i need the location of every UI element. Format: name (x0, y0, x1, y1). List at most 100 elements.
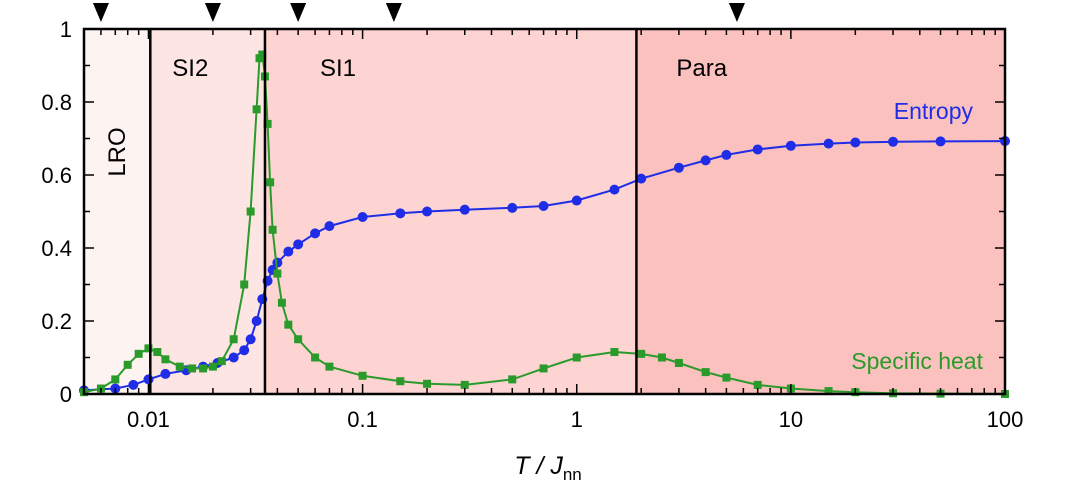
x-tick-label: 1 (571, 407, 583, 432)
entropy-point (395, 208, 406, 219)
entropy-point (272, 257, 283, 268)
entropy-point (538, 201, 549, 212)
entropy-point (888, 136, 899, 147)
y-tick-label: 0.2 (41, 309, 72, 334)
specific-heat-point (263, 119, 272, 128)
entropy-point (459, 204, 470, 215)
specific-heat-point (188, 364, 197, 373)
legend-specific-heat: Specific heat (851, 348, 983, 374)
specific-heat-point (722, 373, 731, 382)
entropy-point (673, 162, 684, 173)
specific-heat-point (266, 178, 275, 187)
x-axis-title: T / Jnn (514, 452, 582, 484)
specific-heat-point (284, 320, 293, 329)
y-tick-label: 0.4 (41, 236, 72, 261)
phase-band-lro (84, 29, 151, 394)
entropy-point (823, 138, 834, 149)
entropy-point (636, 173, 647, 184)
specific-heat-point (144, 344, 153, 353)
specific-heat-point (674, 358, 683, 367)
y-tick-label: 0.6 (41, 163, 72, 188)
specific-heat-point (175, 362, 184, 371)
specific-heat-point (701, 368, 710, 377)
specific-heat-point (277, 298, 286, 307)
top-marker-triangle (290, 3, 307, 22)
x-tick-label: 0.01 (127, 407, 170, 432)
entropy-point (324, 221, 335, 232)
specific-heat-point (199, 364, 208, 373)
specific-heat-point (637, 349, 646, 358)
specific-heat-point (273, 269, 282, 278)
entropy-point (357, 211, 368, 222)
specific-heat-point (358, 371, 367, 380)
entropy-point (293, 239, 304, 250)
entropy-point (721, 149, 732, 160)
entropy-point (935, 136, 946, 147)
x-tick-label: 0.1 (347, 407, 378, 432)
specific-heat-point (153, 348, 162, 357)
specific-heat-point (423, 379, 432, 388)
specific-heat-point (610, 348, 619, 357)
specific-heat-point (572, 353, 581, 362)
entropy-point (609, 184, 620, 195)
phase-band-si1 (264, 29, 637, 394)
legend-entropy: Entropy (894, 98, 974, 124)
specific-heat-point (208, 362, 217, 371)
y-tick-label: 0 (60, 382, 72, 407)
specific-heat-point (508, 375, 517, 384)
specific-heat-point (325, 362, 334, 371)
specific-heat-point (539, 364, 548, 373)
entropy-point (507, 202, 518, 213)
y-tick-label: 1 (60, 17, 72, 42)
specific-heat-point (460, 380, 469, 389)
entropy-point (160, 368, 171, 379)
top-marker-triangle (204, 3, 221, 22)
specific-heat-point (396, 377, 405, 386)
x-tick-label: 100 (987, 407, 1024, 432)
specific-heat-point (111, 375, 120, 384)
specific-heat-point (258, 50, 267, 59)
top-marker-triangle (385, 3, 402, 22)
y-tick-label: 0.8 (41, 90, 72, 115)
phase-label-para: Para (676, 55, 727, 82)
phase-label-si2: SI2 (172, 55, 208, 82)
specific-heat-point (240, 280, 249, 289)
specific-heat-point (134, 349, 143, 358)
phase-band-si2 (150, 29, 265, 394)
entropy-point (143, 374, 154, 385)
specific-heat-point (246, 207, 255, 216)
specific-heat-point (217, 357, 226, 366)
entropy-point (310, 228, 321, 239)
phase-band-para (636, 29, 1005, 394)
specific-heat-point (824, 387, 833, 396)
x-axis-title-main: T / J (514, 452, 563, 480)
specific-heat-point (123, 360, 132, 369)
entropy-point (571, 195, 582, 206)
specific-heat-point (311, 353, 320, 362)
x-tick-label: 10 (779, 407, 803, 432)
entropy-point (239, 345, 250, 356)
top-marker-triangle (92, 3, 109, 22)
x-axis-title-subscript: nn (563, 465, 582, 484)
specific-heat-point (229, 335, 238, 344)
specific-heat-point (252, 105, 261, 114)
entropy-point (785, 140, 796, 151)
entropy-point (283, 246, 294, 257)
entropy-point (422, 206, 433, 217)
specific-heat-point (268, 225, 277, 234)
specific-heat-point (161, 355, 170, 364)
specific-heat-point (753, 380, 762, 389)
entropy-point (251, 316, 262, 326)
top-marker-triangle (728, 3, 745, 22)
specific-heat-point (657, 353, 666, 362)
entropy-point (752, 144, 763, 155)
entropy-point (850, 137, 861, 148)
entropy-point (128, 379, 139, 390)
specific-heat-point (294, 335, 303, 344)
phase-label-si1: SI1 (320, 55, 356, 82)
phase-label-lro: LRO (104, 127, 131, 176)
entropy-point (700, 155, 711, 166)
entropy-point (228, 352, 239, 363)
